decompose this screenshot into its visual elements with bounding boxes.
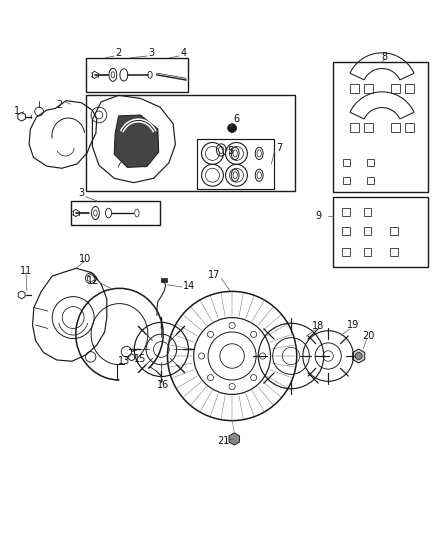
Text: 2: 2 xyxy=(116,47,122,58)
Text: 4: 4 xyxy=(180,47,186,58)
Circle shape xyxy=(355,352,362,359)
Text: 6: 6 xyxy=(233,115,240,124)
Bar xyxy=(364,208,371,216)
Text: 13: 13 xyxy=(118,356,131,366)
Bar xyxy=(364,248,371,256)
Polygon shape xyxy=(229,433,240,445)
Text: 12: 12 xyxy=(87,276,99,286)
Bar xyxy=(342,227,350,235)
Text: 5: 5 xyxy=(227,146,233,156)
Text: 17: 17 xyxy=(208,270,221,280)
Bar xyxy=(367,159,374,166)
Bar xyxy=(342,248,350,256)
Text: 9: 9 xyxy=(315,212,321,221)
Text: 2: 2 xyxy=(57,100,63,110)
Text: 10: 10 xyxy=(79,254,91,264)
Text: 1: 1 xyxy=(14,106,20,116)
Text: 7: 7 xyxy=(276,143,282,153)
Bar xyxy=(364,227,371,235)
Text: 15: 15 xyxy=(134,354,147,365)
Bar xyxy=(390,227,398,235)
Bar xyxy=(364,84,373,93)
Bar xyxy=(343,159,350,166)
Bar xyxy=(86,58,188,92)
Bar xyxy=(71,201,160,225)
Text: 19: 19 xyxy=(347,320,360,329)
Polygon shape xyxy=(353,349,365,363)
Circle shape xyxy=(228,124,237,133)
Bar xyxy=(405,84,414,93)
Polygon shape xyxy=(114,115,159,167)
Text: 3: 3 xyxy=(148,47,154,58)
Bar xyxy=(391,123,400,132)
Bar xyxy=(364,123,373,132)
Text: 14: 14 xyxy=(183,281,195,291)
Bar xyxy=(350,123,359,132)
Bar xyxy=(343,176,350,183)
Bar xyxy=(161,278,166,282)
Bar xyxy=(332,62,427,192)
Text: 11: 11 xyxy=(20,266,32,276)
Text: 21: 21 xyxy=(217,436,230,446)
Bar xyxy=(197,139,274,189)
Text: 8: 8 xyxy=(382,52,388,62)
Text: 16: 16 xyxy=(157,380,170,390)
Bar xyxy=(405,123,414,132)
Text: 20: 20 xyxy=(362,332,374,341)
Bar xyxy=(332,197,427,268)
Bar xyxy=(86,95,295,191)
Bar xyxy=(390,248,398,256)
Text: 3: 3 xyxy=(78,188,85,198)
Bar xyxy=(391,84,400,93)
Bar xyxy=(342,208,350,216)
Bar xyxy=(350,84,359,93)
Text: 18: 18 xyxy=(312,321,324,332)
Bar xyxy=(367,176,374,183)
